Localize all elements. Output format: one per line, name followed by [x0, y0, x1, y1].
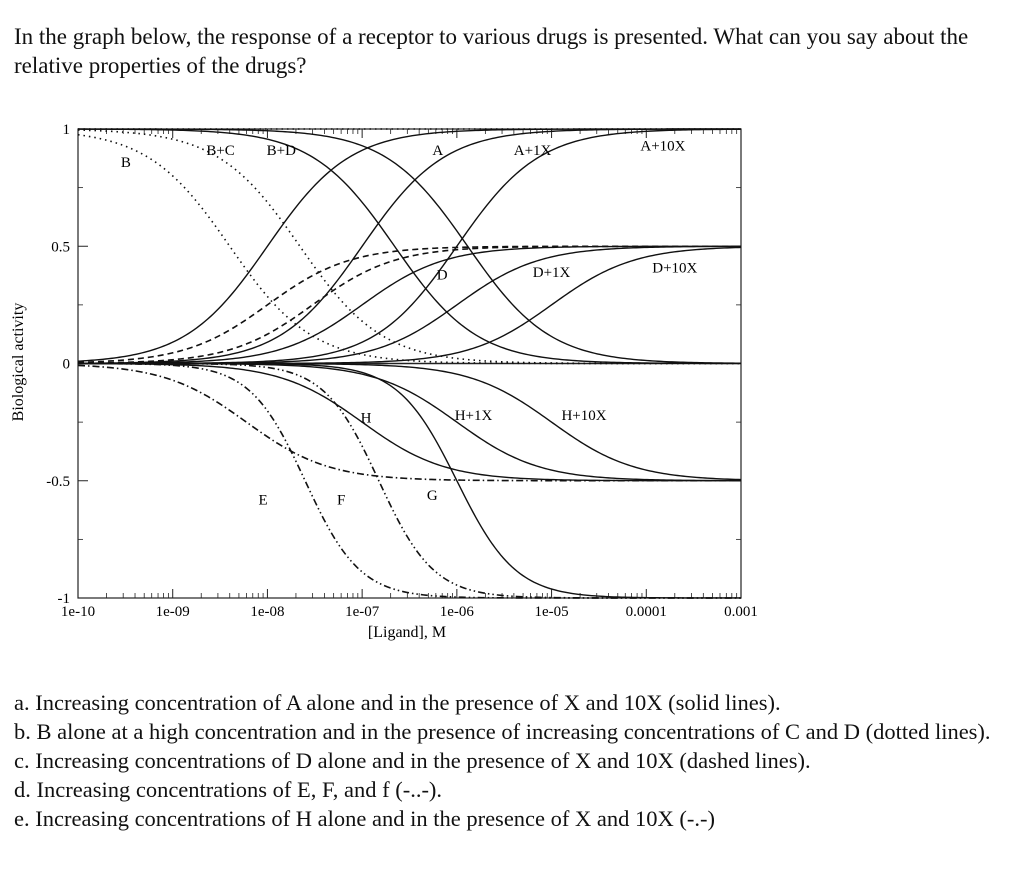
x-tick-label: 1e-07	[345, 604, 380, 620]
y-tick-label: 1	[63, 122, 71, 138]
plot-axes: 1e-10 1e-09 1e-08 1e-07 1e-06 1e-05 0.0001 0.00…	[46, 122, 758, 620]
curve-label-d: D	[437, 267, 448, 283]
curve-a-solid	[77, 128, 741, 362]
x-tick-label: 1e-06	[440, 604, 475, 620]
curve-label-a: A	[432, 143, 443, 159]
x-tick-label: 1e-05	[534, 604, 568, 620]
x-axis-label: [Ligand], M	[368, 624, 446, 641]
x-tick-label: 1e-10	[61, 604, 95, 620]
curve-label-f: F	[337, 493, 345, 509]
y-tick-label: -0.5	[46, 474, 70, 490]
option-d: d. Increasing concentrations of E, F, an…	[14, 777, 443, 802]
curve-label-h: H	[361, 410, 372, 426]
curve-label-g: G	[427, 488, 438, 504]
curve-label-h-1x: H+1X	[455, 408, 493, 424]
curve-h-1x-solid	[78, 362, 742, 482]
option-c: c. Increasing concentrations of D alone …	[14, 748, 811, 773]
option-b: b. B alone at a high concentration and i…	[14, 719, 991, 744]
question-text: In the graph below, the response of a re…	[14, 24, 969, 78]
y-axis-label: Biological activity	[10, 303, 27, 422]
receptor-response-chart: 1e-10 1e-09 1e-08 1e-07 1e-06 1e-05 0.0001 0.00…	[10, 122, 758, 641]
curve-d-1x-solid	[78, 245, 742, 365]
x-tick-label: 1e-09	[156, 604, 190, 620]
curve-label-a-10x: A+10X	[640, 138, 685, 154]
x-tick-label: 0.001	[724, 604, 758, 620]
y-tick-label: 0	[63, 357, 71, 373]
curve-label-b-d: B+D	[267, 143, 296, 159]
option-a: a. Increasing concentration of A alone a…	[14, 690, 781, 715]
curve-d-solid	[77, 245, 741, 365]
option-e: e. Increasing concentrations of H alone …	[14, 806, 715, 831]
y-tick-label: -1	[58, 591, 71, 607]
curve-d-1x-dashed	[77, 245, 741, 364]
curve-label-e: E	[259, 493, 268, 509]
curve-f-dashdotdot	[78, 362, 741, 599]
curve-b-d-dotted	[77, 129, 741, 365]
x-tick-label: 1e-08	[250, 604, 284, 620]
curve-b-c-dotted	[77, 133, 741, 365]
curve-label-a-1x: A+1X	[514, 143, 552, 159]
curve-a-1x-solid	[77, 128, 742, 364]
answer-options: a. Increasing concentration of A alone a…	[14, 688, 1024, 833]
y-tick-label: 0.5	[51, 239, 70, 255]
curve-h-dashdot	[77, 364, 741, 482]
curve-label-b: B	[121, 155, 131, 171]
curve-d-10x-solid	[78, 246, 742, 365]
curve-label-d-1x: D+1X	[533, 265, 571, 281]
x-tick-label: 0.0001	[626, 604, 667, 620]
curve-labels: A A+1X A+10X B+C B+D B D D+1X D+10X H H+1X H+10X G E F	[121, 138, 698, 508]
curve-b-c-solid	[78, 128, 742, 365]
curve-label-h-10x: H+10X	[561, 408, 606, 424]
curve-label-b-c: B+C	[206, 143, 234, 159]
curve-h-10x-solid	[78, 362, 742, 481]
curve-h-solid	[77, 362, 741, 482]
curve-label-d-10x: D+10X	[652, 260, 697, 276]
plot-curves	[77, 128, 742, 599]
curve-d-dashed	[77, 245, 741, 364]
